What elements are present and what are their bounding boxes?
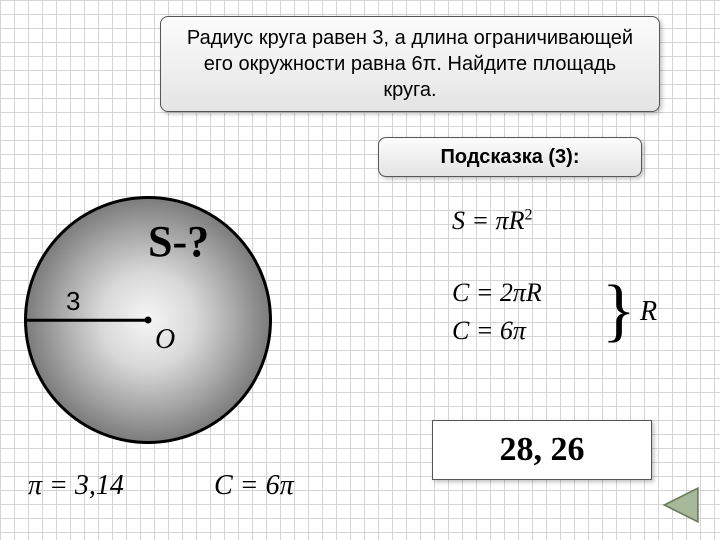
circle-diagram: 3 О S-? <box>24 196 272 444</box>
formula-area: S = πR2 <box>452 206 532 236</box>
formula-circumference-given: C = 6π <box>452 316 526 346</box>
answer-box: 28, 26 <box>432 420 652 480</box>
radius-line <box>24 319 148 322</box>
back-button[interactable] <box>658 484 700 526</box>
area-question-label: S-? <box>148 216 209 267</box>
center-label: О <box>155 324 175 356</box>
formula-c-value: C = 6π <box>214 470 294 502</box>
derive-R-label: R <box>640 296 657 328</box>
answer-value: 28, 26 <box>500 431 585 469</box>
problem-text: Радиус круга равен 3, а длина ограничива… <box>177 25 643 103</box>
formula-area-rhs: πR <box>496 206 525 235</box>
back-arrow-icon <box>658 484 700 526</box>
radius-label: 3 <box>66 286 80 317</box>
eq: = <box>472 206 496 235</box>
formula-area-lhs: S <box>452 206 465 235</box>
brace-icon: } <box>602 276 636 346</box>
formula-circumference-general: C = 2πR <box>452 278 542 308</box>
hint-label: Подсказка (3): <box>441 146 580 169</box>
formula-pi-value: π = 3,14 <box>28 470 124 502</box>
problem-statement-box: Радиус круга равен 3, а длина ограничива… <box>160 16 660 112</box>
formula-area-exp: 2 <box>524 206 532 223</box>
hint-box[interactable]: Подсказка (3): <box>378 137 642 177</box>
center-dot <box>145 317 152 324</box>
